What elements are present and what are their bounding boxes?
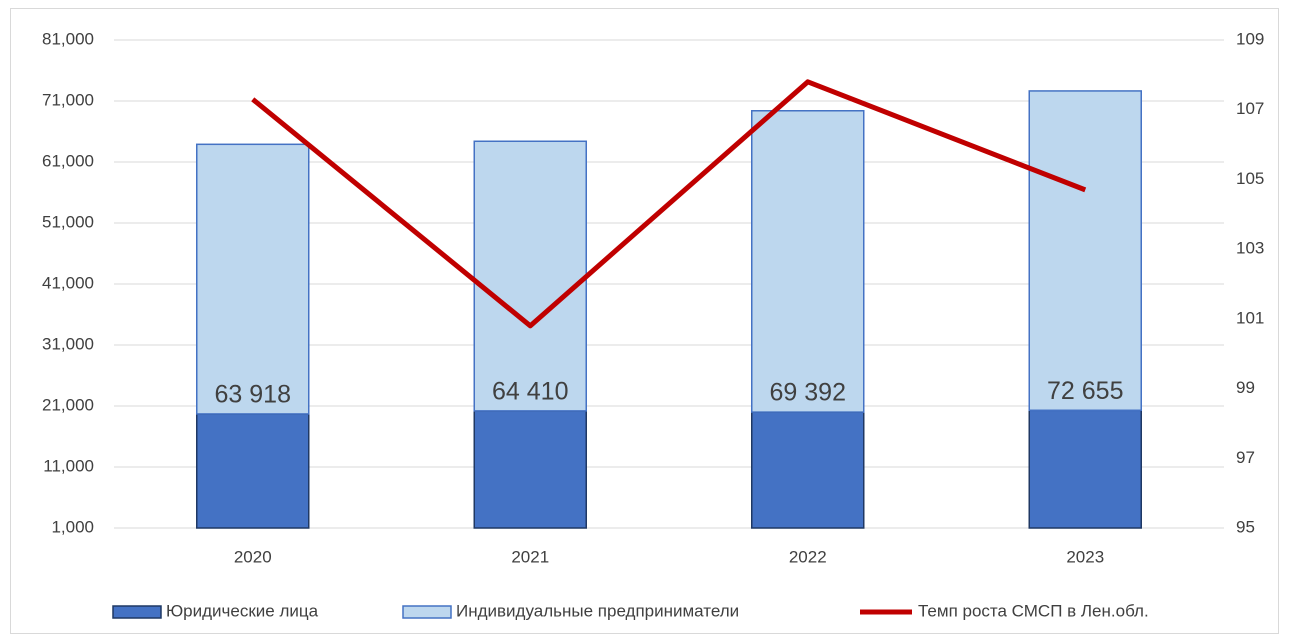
x-tick-label: 2020	[234, 547, 272, 566]
legend-swatch	[402, 605, 452, 619]
bar	[1028, 90, 1142, 412]
y2-tick-label: 103	[1236, 239, 1264, 258]
y-tick-label: 61,000	[42, 151, 94, 170]
bar	[196, 143, 310, 415]
y2-tick-label: 97	[1236, 448, 1255, 467]
x-tick-label: 2022	[789, 547, 827, 566]
bar	[751, 411, 865, 529]
data-label: 72 655	[1047, 377, 1123, 405]
legend-swatch	[112, 605, 162, 619]
legend-label: Индивидуальные предприниматели	[456, 601, 739, 620]
bar	[1028, 409, 1142, 529]
legend-label: Юридические лица	[166, 601, 319, 620]
y-tick-label: 81,000	[42, 29, 94, 48]
y-tick-label: 1,000	[51, 517, 94, 536]
y-tick-label: 51,000	[42, 212, 94, 231]
y-tick-label: 31,000	[42, 334, 94, 353]
y2-tick-label: 95	[1236, 517, 1255, 536]
y-tick-label: 21,000	[42, 395, 94, 414]
bar	[473, 410, 587, 529]
bar	[751, 110, 865, 413]
y-tick-label: 11,000	[43, 456, 94, 475]
y2-tick-label: 105	[1236, 169, 1264, 188]
y-tick-label: 41,000	[42, 273, 94, 292]
data-label: 64 410	[492, 377, 568, 405]
data-label: 69 392	[770, 379, 846, 407]
y2-tick-label: 107	[1236, 99, 1264, 118]
x-tick-label: 2021	[511, 547, 549, 566]
bar	[473, 140, 587, 412]
data-label: 63 918	[215, 381, 291, 409]
y2-tick-label: 99	[1236, 378, 1255, 397]
bar	[196, 413, 310, 529]
x-tick-label: 2023	[1066, 547, 1104, 566]
line-series	[251, 79, 1087, 329]
y2-tick-label: 109	[1236, 29, 1264, 48]
legend-label: Темп роста СМСП в Лен.обл.	[918, 601, 1149, 620]
y2-tick-label: 101	[1236, 308, 1264, 327]
y-tick-label: 71,000	[42, 90, 94, 109]
